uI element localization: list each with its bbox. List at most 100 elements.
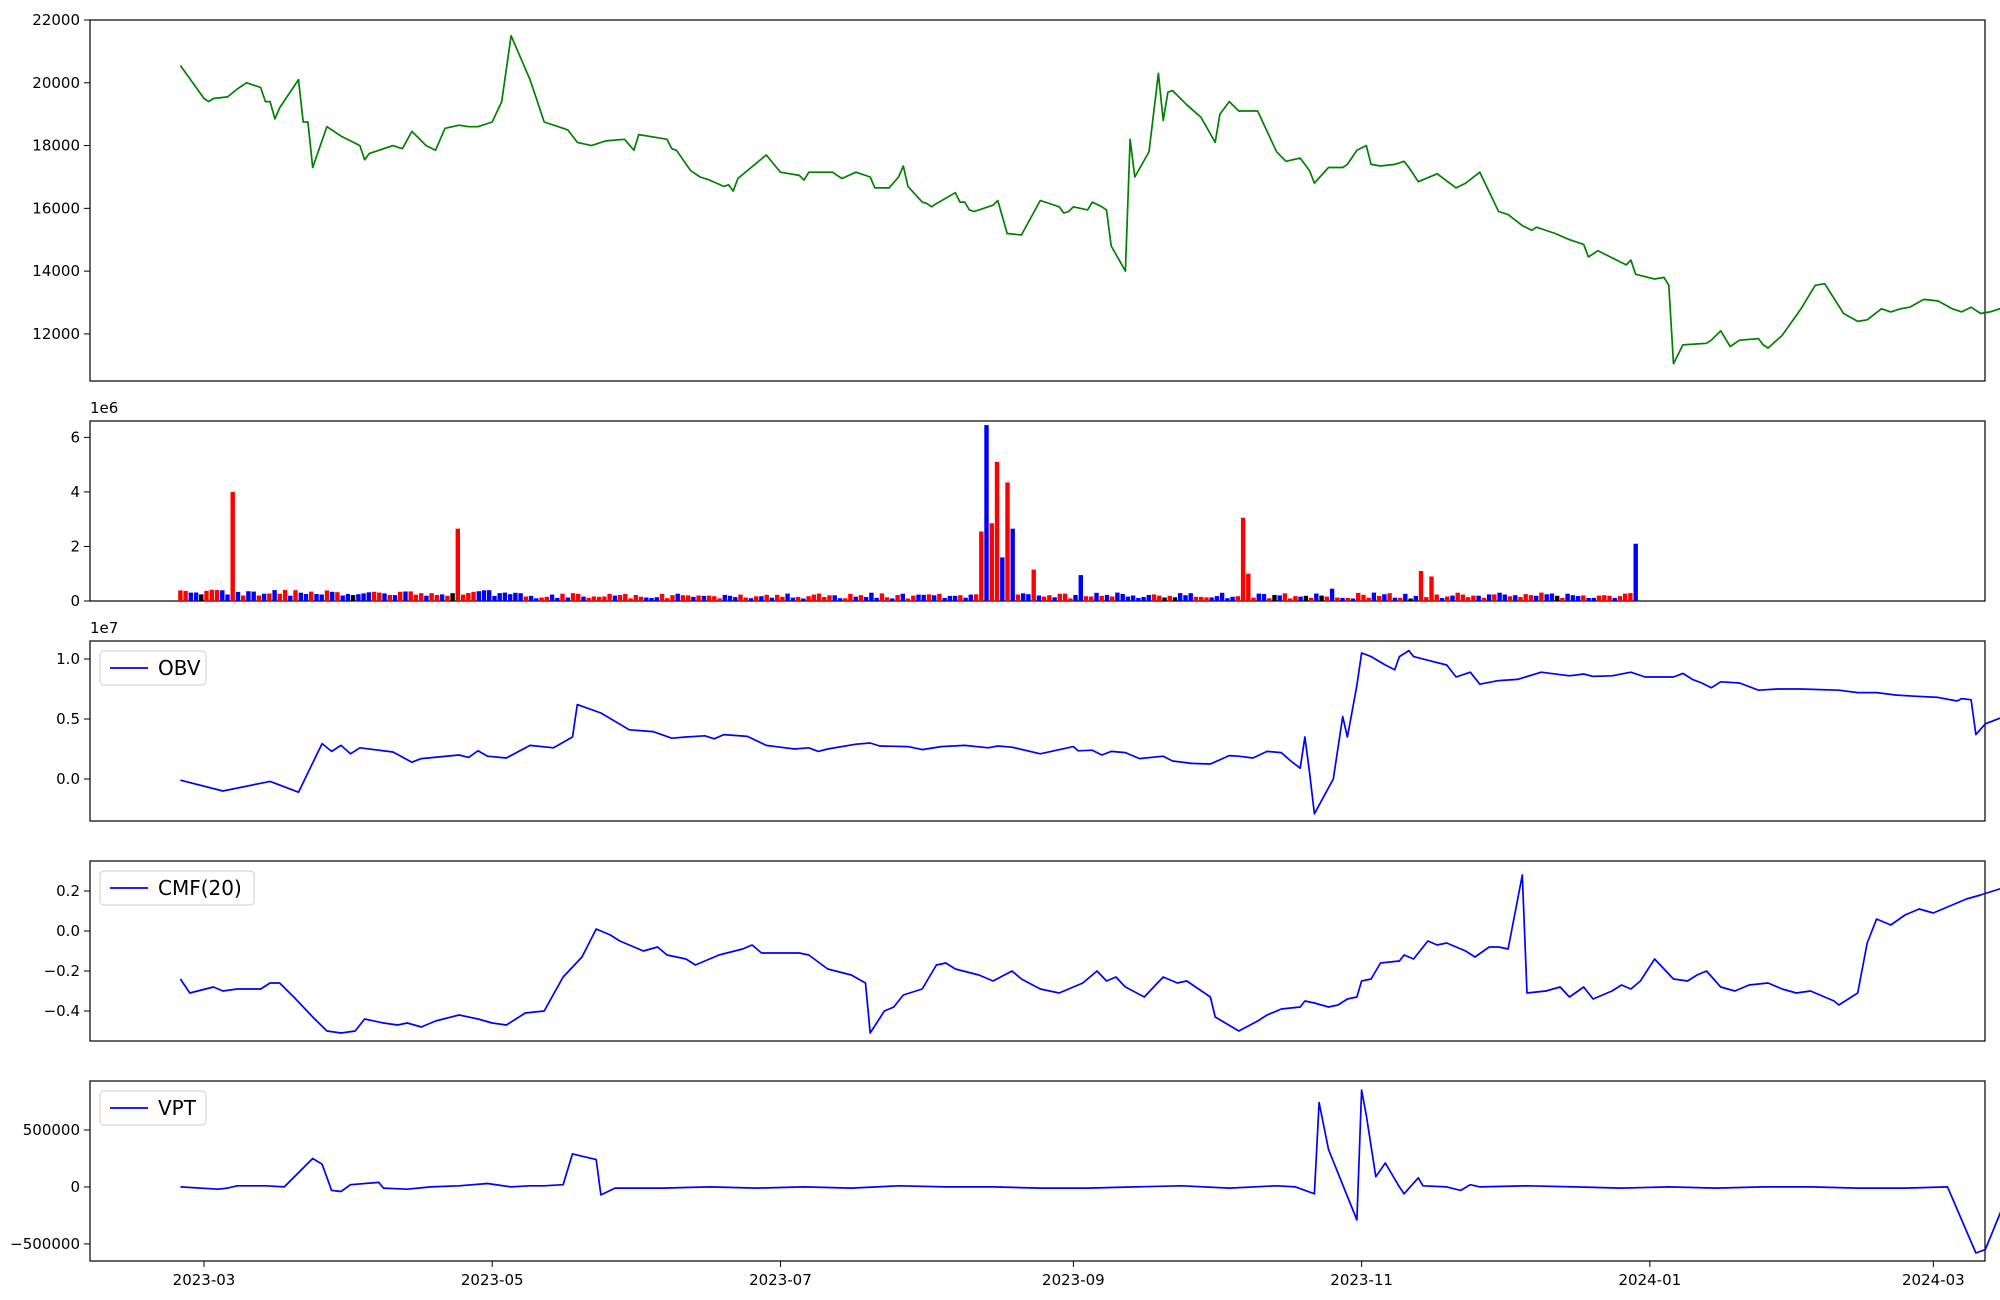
y-tick-label: 0 — [70, 1178, 80, 1196]
volume-bar — [853, 596, 858, 601]
volume-bar — [1209, 597, 1214, 601]
volume-bar — [549, 594, 555, 601]
volume-bar — [968, 594, 973, 601]
volume-bar — [298, 592, 303, 601]
volume-bar — [366, 592, 371, 601]
volume-bar — [235, 591, 241, 601]
volume-bar — [1115, 592, 1120, 601]
volume-bar — [1083, 596, 1089, 601]
volume-bar — [769, 597, 775, 601]
volume-bar — [638, 596, 644, 601]
volume-bar — [1199, 596, 1204, 601]
volume-bar — [1026, 594, 1031, 601]
volume-bar — [204, 590, 209, 601]
volume-bar — [1204, 597, 1209, 601]
volume-bar — [1329, 588, 1335, 601]
y-tick-label: 0.0 — [56, 922, 80, 940]
y-tick-label: 2 — [70, 537, 80, 555]
volume-bar — [1450, 595, 1455, 601]
volume-bar — [1361, 594, 1366, 601]
volume-bar — [1340, 597, 1345, 601]
shared-date-axis: 2023-03 2023-05 2023-07 2023-09 2023-11 2024-… — [173, 1261, 1965, 1289]
volume-bar — [947, 595, 953, 601]
volume-bar — [586, 597, 591, 601]
y-tick-label: 18000 — [32, 137, 80, 155]
volume-bar — [921, 594, 926, 601]
volume-bar — [560, 593, 565, 601]
volume-bar — [994, 461, 1000, 601]
volume-bar — [1293, 596, 1298, 601]
x-tick-label: 2023-09 — [1042, 1271, 1105, 1289]
axis-multiplier: 1e7 — [90, 619, 118, 637]
x-tick-label: 2023-11 — [1330, 1271, 1393, 1289]
volume-bar — [926, 594, 932, 601]
volume-bar — [1439, 598, 1445, 601]
volume-bar — [1188, 593, 1193, 601]
volume-bar — [764, 594, 769, 601]
volume-bar — [350, 595, 356, 601]
cmf-panel: −0.4 −0.2 0.0 0.2 CMF(20) — [44, 860, 2000, 1042]
volume-bar — [1581, 595, 1586, 601]
volume-bar — [267, 593, 272, 601]
volume-bar — [989, 523, 994, 601]
volume-bar — [628, 598, 633, 601]
volume-bar — [905, 598, 911, 601]
y-tick-label: 22000 — [32, 11, 80, 29]
volume-bar — [460, 594, 466, 601]
y-tick-label: 0.2 — [56, 882, 80, 900]
volume-bar — [1094, 592, 1099, 601]
volume-bar — [1068, 598, 1073, 601]
cmf-20--series-line — [179, 874, 2000, 1034]
volume-bar — [1481, 597, 1487, 601]
volume-bar — [424, 595, 429, 601]
volume-bar — [884, 597, 890, 601]
x-tick-label: 2023-03 — [173, 1271, 236, 1289]
x-tick-label: 2024-03 — [1902, 1271, 1965, 1289]
volume-bar — [680, 595, 686, 601]
volume-bar — [1612, 597, 1617, 601]
volume-bar — [288, 595, 293, 601]
volume-bar — [1424, 597, 1429, 601]
volume-bar — [382, 593, 387, 601]
volume-bar — [597, 596, 602, 601]
volume-bar — [1392, 597, 1398, 601]
volume-bar — [1382, 594, 1387, 601]
vpt-legend: VPT — [99, 1090, 207, 1126]
volume-bar — [487, 590, 492, 601]
volume-bar — [837, 598, 843, 601]
volume-bar — [696, 595, 701, 601]
volume-bar — [879, 593, 885, 601]
volume-bar — [1455, 592, 1460, 601]
volume-bar — [1193, 596, 1199, 601]
volume-bar — [1078, 575, 1083, 601]
volume-bar — [523, 596, 529, 601]
volume-bar — [256, 595, 262, 601]
volume-bar — [1518, 597, 1523, 601]
volume-bar — [691, 596, 696, 601]
volume-bar — [790, 597, 796, 601]
volume-bar — [984, 425, 989, 601]
volume-bar — [309, 591, 314, 601]
volume-bar — [1015, 594, 1021, 601]
volume-bar — [649, 598, 654, 601]
volume-bar — [528, 595, 534, 601]
volume-bar — [518, 593, 523, 601]
volume-bar — [1497, 592, 1502, 601]
volume-bar — [497, 593, 502, 601]
volume-bar — [1000, 557, 1005, 601]
volume-bar — [1560, 597, 1565, 601]
volume-bar — [1005, 482, 1010, 601]
volume-bar — [1377, 596, 1382, 601]
volume-bar — [246, 591, 251, 601]
volume-bar — [1575, 596, 1581, 601]
volume-bar — [230, 491, 235, 601]
volume-bar — [277, 593, 282, 601]
volume-bar — [1397, 597, 1403, 601]
volume-bar — [1178, 593, 1183, 601]
axes-frame — [89, 19, 1986, 382]
volume-bar — [1235, 596, 1240, 601]
volume-bar — [1172, 597, 1178, 601]
volume-bar — [1104, 594, 1110, 601]
y-tick-label: 16000 — [32, 199, 80, 217]
